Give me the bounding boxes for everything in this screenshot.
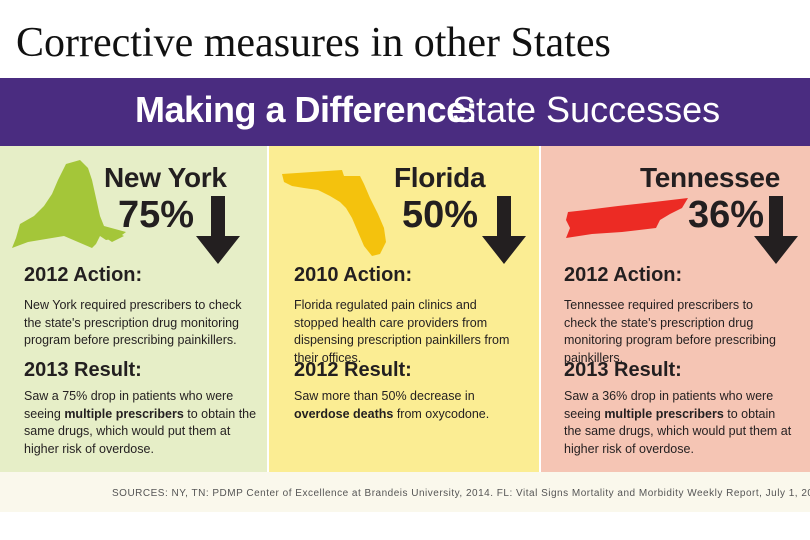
state-percent-new-york: 75% [118,194,195,236]
action-text-tennessee: Tennessee required prescribers to check … [564,298,776,365]
state-percent-tennessee: 36% [688,194,765,236]
panel-new-york: New York 75% 2012 Action: New York requi… [0,146,268,472]
panel-divider [539,146,541,472]
banner-bold-title: Making a Difference: [135,89,478,130]
down-arrow-icon [482,196,526,264]
banner-light-title: State Successes [452,89,721,130]
result-text-tennessee: Saw a 36% drop in patients who were seei… [564,389,792,456]
result-heading-new-york: 2013 Result: [24,359,142,381]
state-name-new-york: New York [104,162,227,193]
state-name-florida: Florida [394,162,486,193]
action-text-new-york: New York required prescribers to check t… [24,298,242,347]
result-heading-florida: 2012 Result: [294,359,412,381]
panel-divider [267,146,269,472]
result-text-new-york: Saw a 75% drop in patients who were seei… [24,389,257,456]
state-percent-florida: 50% [402,194,479,236]
sources-footnote: SOURCES: NY, TN: PDMP Center of Excellen… [0,472,810,512]
down-arrow-icon [754,196,798,264]
state-name-tennessee: Tennessee [640,162,780,193]
slide-title: Corrective measures in other States [16,20,611,66]
result-text-florida: Saw more than 50% decrease in overdose d… [294,389,490,421]
down-arrow-icon [196,196,240,264]
action-heading-florida: 2010 Action: [294,264,413,286]
panel-florida: Florida 50% 2010 Action: Florida regulat… [268,146,540,472]
action-heading-new-york: 2012 Action: [24,264,143,286]
result-heading-tennessee: 2013 Result: [564,359,682,381]
tennessee-map-icon [566,198,688,238]
new-york-map-icon [12,160,126,248]
infographic-banner: Making a Difference: State Successes [0,78,810,146]
panel-tennessee: Tennessee 36% 2012 Action: Tennessee req… [540,146,810,472]
florida-map-icon [282,170,386,256]
action-text-florida: Florida regulated pain clinics and stopp… [294,298,510,365]
action-heading-tennessee: 2012 Action: [564,264,683,286]
